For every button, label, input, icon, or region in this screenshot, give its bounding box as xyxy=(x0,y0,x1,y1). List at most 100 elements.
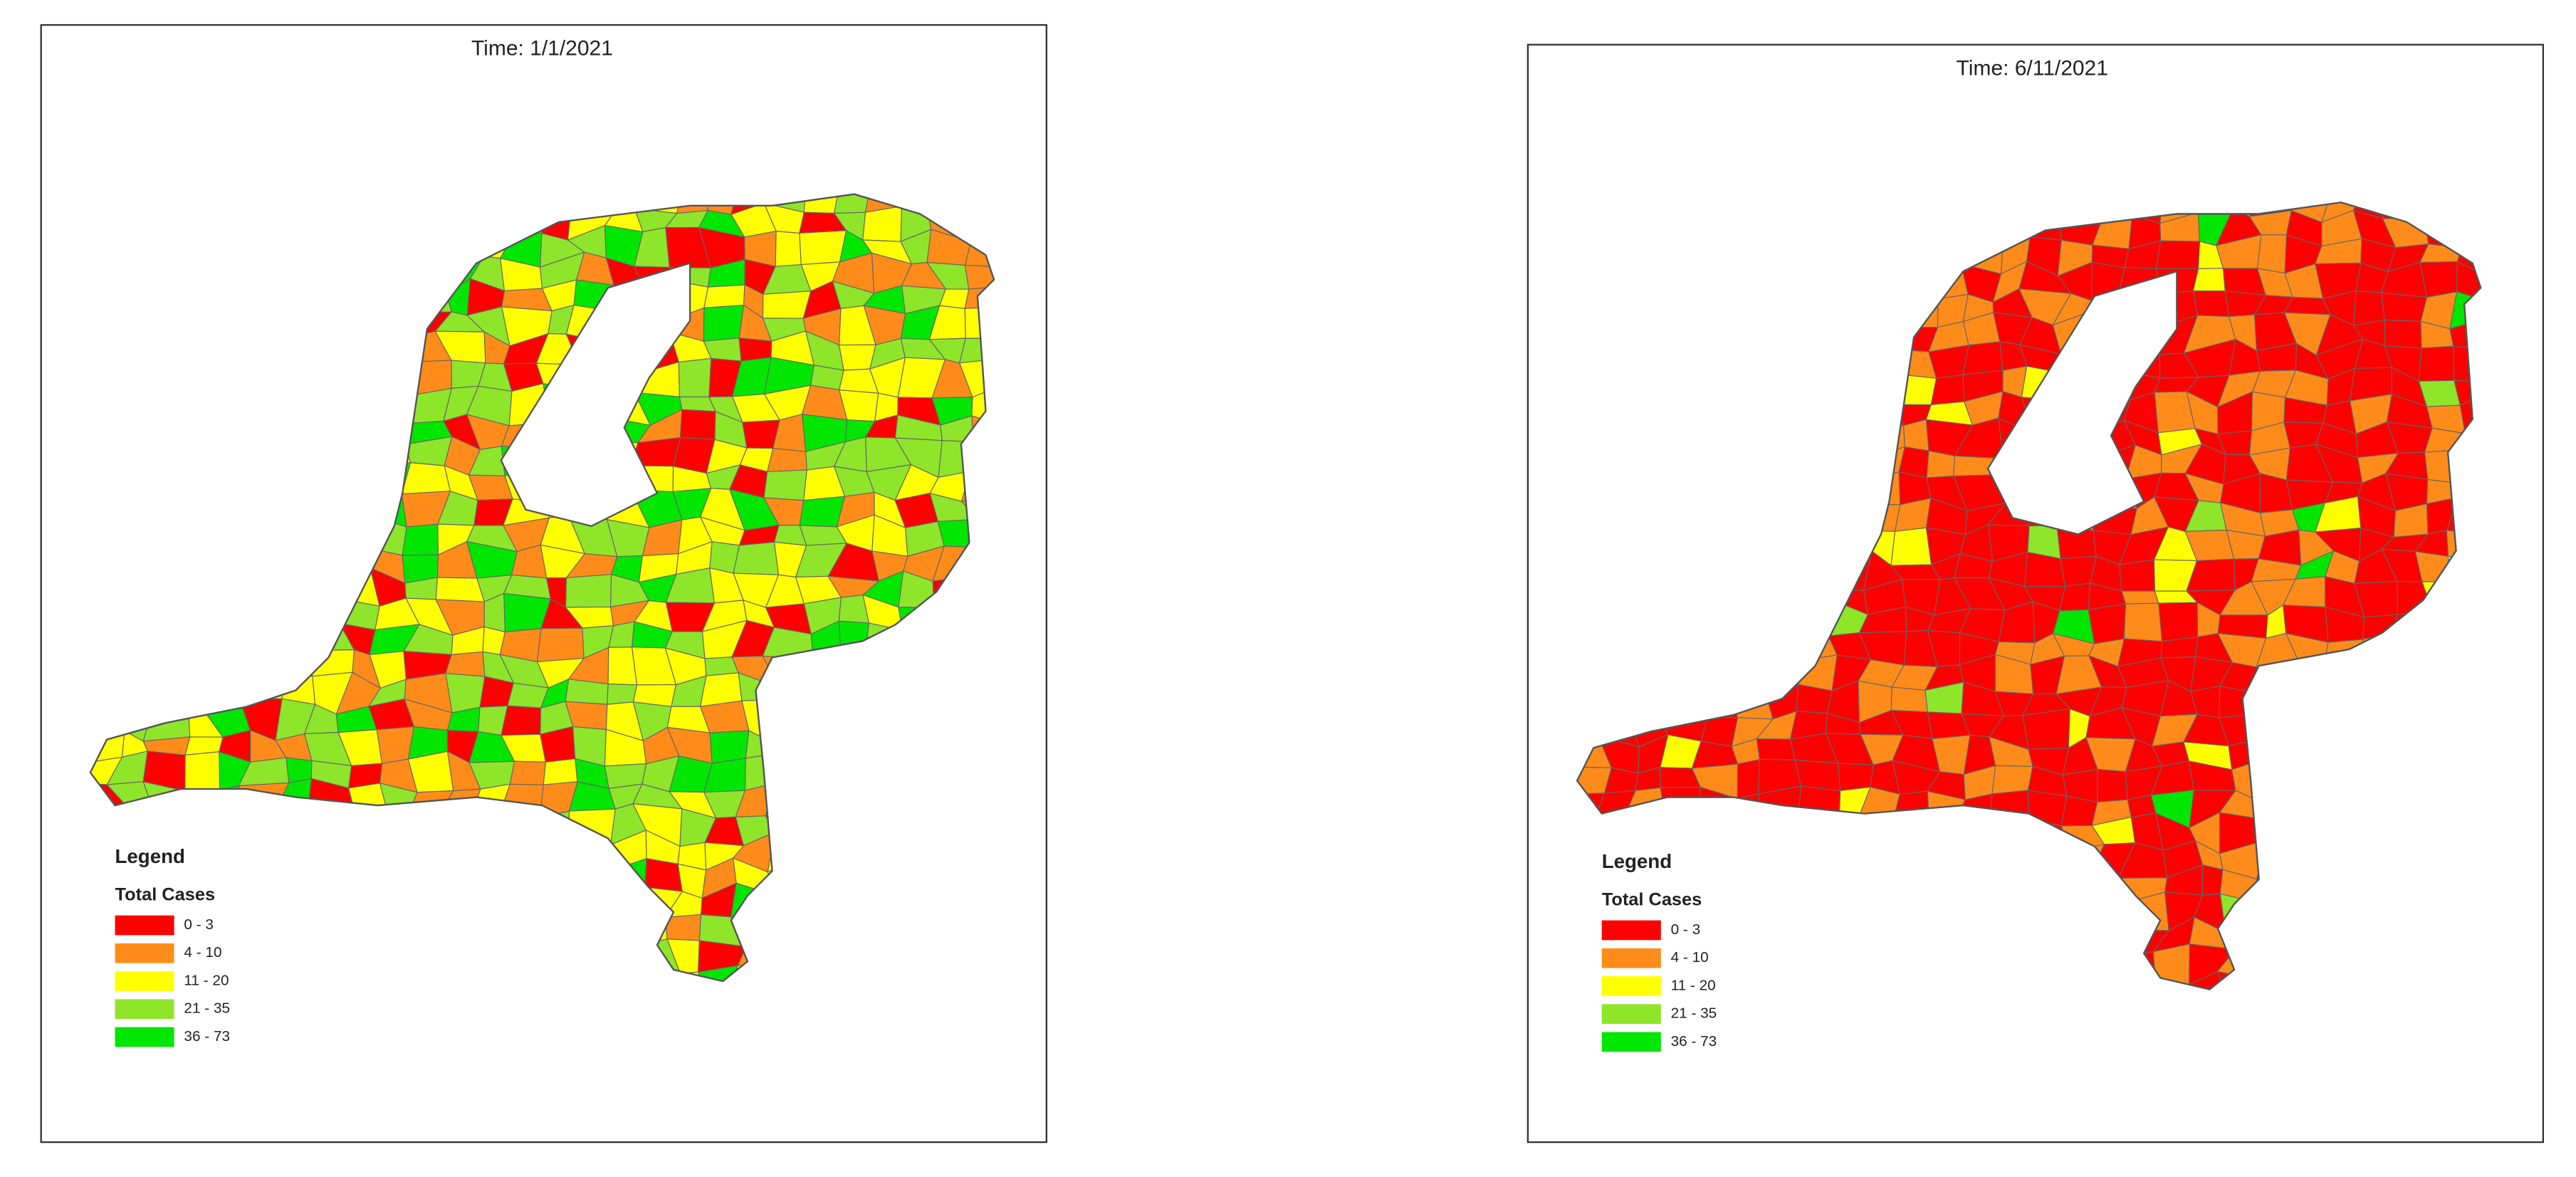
municipality xyxy=(90,281,122,313)
municipality xyxy=(2155,240,2201,269)
municipality xyxy=(204,545,256,581)
municipality xyxy=(1571,1003,1604,1038)
municipality xyxy=(2513,735,2557,773)
municipality xyxy=(2285,919,2335,955)
legend-label: 11 - 20 xyxy=(184,972,229,988)
municipality xyxy=(2318,681,2364,723)
municipality xyxy=(2453,202,2481,221)
municipality xyxy=(376,860,407,891)
municipality xyxy=(185,251,219,291)
municipality xyxy=(2484,660,2518,692)
municipality xyxy=(895,837,946,871)
municipality xyxy=(1771,895,1796,921)
municipality xyxy=(1634,314,1675,352)
municipality xyxy=(899,921,946,949)
municipality xyxy=(567,968,612,981)
municipality xyxy=(208,416,252,449)
municipality xyxy=(607,943,642,969)
municipality xyxy=(2416,946,2460,978)
municipality xyxy=(402,234,454,268)
municipality xyxy=(251,651,283,679)
municipality xyxy=(1932,209,1962,245)
municipality xyxy=(1577,792,1606,821)
municipality xyxy=(2415,689,2465,717)
municipality xyxy=(282,620,313,652)
municipality xyxy=(304,278,350,315)
municipality xyxy=(767,855,807,896)
municipality xyxy=(2487,266,2516,302)
municipality xyxy=(898,607,946,631)
municipality xyxy=(476,944,511,971)
municipality xyxy=(105,542,143,584)
municipality xyxy=(2486,182,2520,218)
municipality xyxy=(378,961,416,981)
municipality xyxy=(1626,419,1664,460)
municipality xyxy=(402,964,444,981)
municipality xyxy=(2316,761,2363,799)
coast-outline xyxy=(89,193,995,983)
municipality xyxy=(90,594,124,637)
municipality xyxy=(1628,667,1672,696)
municipality xyxy=(1593,581,1645,617)
legend-swatch xyxy=(1601,920,1661,941)
municipality xyxy=(1989,790,2030,820)
municipality xyxy=(2393,632,2431,667)
municipality xyxy=(1577,478,1602,511)
municipality xyxy=(272,812,321,838)
municipality xyxy=(282,232,315,263)
municipality xyxy=(800,809,847,838)
municipality xyxy=(1730,867,1775,904)
municipality xyxy=(1032,728,1078,764)
municipality xyxy=(537,887,585,921)
municipality xyxy=(928,780,975,818)
municipality xyxy=(1865,202,1907,220)
municipality xyxy=(90,652,120,681)
municipality xyxy=(506,935,550,971)
municipality xyxy=(1936,202,1974,214)
municipality xyxy=(2318,947,2362,980)
municipality xyxy=(964,236,994,268)
municipality xyxy=(1577,612,1605,641)
municipality xyxy=(436,964,481,981)
municipality xyxy=(2453,345,2481,382)
municipality xyxy=(2192,268,2226,292)
municipality xyxy=(2120,1007,2154,1035)
municipality xyxy=(466,194,518,211)
municipality xyxy=(2482,340,2522,381)
municipality xyxy=(933,607,968,630)
municipality xyxy=(2284,761,2330,795)
municipality xyxy=(1756,523,1800,560)
municipality xyxy=(1766,604,1805,630)
municipality xyxy=(941,646,975,679)
municipality xyxy=(1593,612,1645,641)
municipality xyxy=(1603,637,1644,669)
municipality xyxy=(1638,369,1677,404)
municipality xyxy=(2355,813,2392,840)
municipality xyxy=(253,474,281,499)
municipality xyxy=(1802,296,1842,330)
municipality xyxy=(2318,1000,2363,1033)
municipality xyxy=(1926,450,1956,478)
municipality xyxy=(1629,393,1677,429)
municipality xyxy=(1892,373,1937,406)
municipality xyxy=(302,968,342,981)
municipality xyxy=(1989,946,2034,981)
municipality xyxy=(2384,946,2425,971)
municipality xyxy=(2202,864,2224,896)
municipality xyxy=(582,862,607,895)
municipality xyxy=(711,990,733,1024)
municipality xyxy=(2453,869,2481,902)
legend-label: 36 - 73 xyxy=(184,1028,230,1045)
municipality xyxy=(1890,527,1932,566)
municipality xyxy=(1038,810,1063,832)
municipality xyxy=(2415,821,2461,853)
municipality xyxy=(1800,241,1830,275)
municipality xyxy=(2523,920,2549,953)
municipality xyxy=(973,965,994,981)
municipality xyxy=(1702,291,1737,330)
municipality xyxy=(1595,211,1640,247)
municipality xyxy=(108,414,157,448)
municipality xyxy=(140,412,189,451)
municipality xyxy=(2446,576,2481,616)
